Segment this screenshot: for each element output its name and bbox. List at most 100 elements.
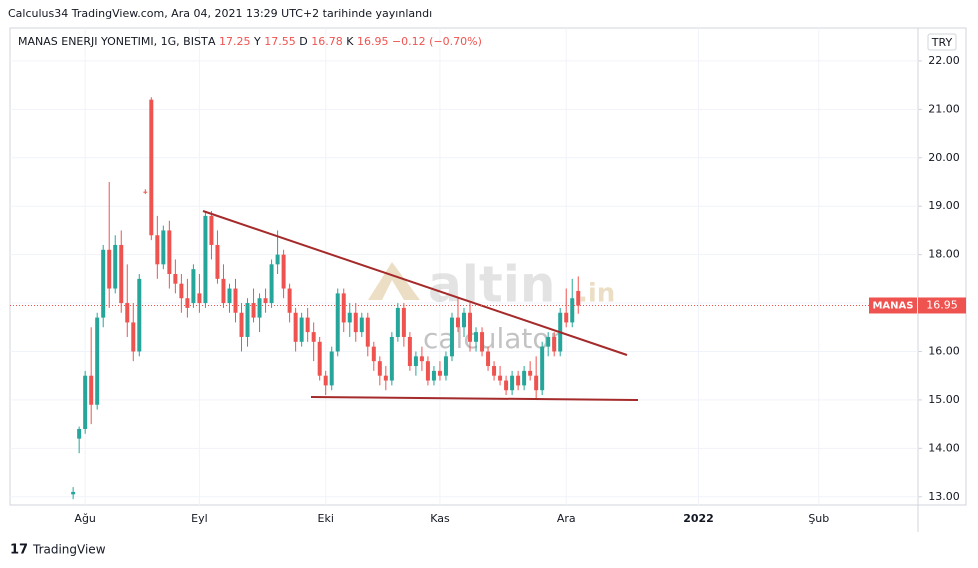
candle-body [161, 230, 166, 265]
candle-body [311, 332, 316, 342]
candle-body [269, 264, 274, 304]
candle-body [251, 303, 256, 318]
candle-body [437, 370, 442, 376]
candle-body [107, 249, 112, 289]
candle-body [389, 336, 394, 381]
footer: 17 TradingView [10, 543, 106, 558]
ohlc-part: A [208, 35, 216, 48]
candle-body [564, 312, 569, 323]
candle-body [113, 244, 118, 289]
currency[interactable]: TRY [931, 36, 953, 49]
candle-body [534, 375, 539, 391]
candle-body [455, 317, 460, 328]
candle-body [305, 317, 310, 333]
candle-body [383, 375, 388, 381]
candle-body [119, 244, 124, 304]
x-tick-label: Ağu [74, 512, 95, 525]
x-tick-label: Şub [808, 512, 829, 525]
candle-body [185, 298, 190, 308]
candle-body [173, 274, 178, 284]
ohlc-part: D [299, 35, 307, 48]
candle-body [498, 375, 503, 381]
candle-body [83, 375, 88, 429]
grid [10, 28, 918, 505]
candle-body [209, 215, 214, 245]
candle-body [443, 356, 448, 376]
x-tick-label: Ara [557, 512, 576, 525]
candle-body [365, 317, 370, 347]
y-tick-label: 15.00 [928, 393, 960, 406]
candles [71, 97, 581, 500]
candle-body [516, 375, 521, 386]
x-tick-label: 2022 [683, 512, 714, 525]
candle-body [197, 293, 202, 304]
candle-body [233, 288, 238, 313]
candle-body [77, 428, 82, 439]
candle-body [221, 278, 226, 304]
candle-body [546, 336, 551, 347]
candle-body [425, 361, 430, 381]
candle-body [143, 191, 148, 193]
x-tick-label: Eyl [191, 512, 208, 525]
candle-body [347, 312, 352, 323]
candle-body [155, 235, 160, 265]
y-tick-label: 19.00 [928, 199, 960, 212]
symbol-tag-label: MANAS [872, 300, 913, 311]
ohlc-part: 17.25 [219, 35, 251, 48]
y-tick-label: 20.00 [928, 151, 960, 164]
candle-body [101, 249, 106, 318]
candle-body [227, 288, 232, 304]
ohlc-part: Y [253, 35, 261, 48]
candle-body [215, 244, 220, 279]
ohlc-values: A 17.25 Y 17.55 D 16.78 K 16.95 −0.12 (−… [208, 35, 482, 48]
trend-line [202, 210, 628, 356]
candle-body [570, 298, 575, 323]
candle-body [257, 298, 262, 318]
candle-body [510, 375, 515, 391]
candle-body [492, 366, 497, 376]
candle-body [504, 380, 509, 391]
x-tick-label: Kas [430, 512, 450, 525]
candle-body [239, 312, 244, 337]
candle-body [167, 230, 172, 275]
candle-body [149, 99, 154, 236]
candle-body [359, 317, 364, 333]
candle-body [462, 312, 466, 328]
published-note: Calculus34 TradingView.com, Ara 04, 2021… [8, 7, 432, 20]
candle-body [245, 303, 250, 337]
candle-body [449, 317, 454, 357]
candle-body [468, 312, 473, 342]
candle-body [281, 254, 286, 289]
candle-body [329, 351, 334, 386]
candle-body [486, 351, 491, 367]
candle-body [323, 375, 328, 386]
currency-box[interactable] [927, 33, 957, 51]
candle-body [293, 312, 298, 342]
candle-body [401, 307, 406, 337]
candle-body [191, 269, 196, 304]
watermark: altin .in calculator [368, 256, 615, 355]
candle-body [419, 356, 424, 362]
candle-body [95, 317, 100, 405]
y-tick-label: 18.00 [928, 248, 960, 261]
candle-body [263, 298, 268, 304]
watermark-logo [368, 262, 420, 300]
candle-body [335, 293, 340, 352]
candle-body [317, 341, 322, 376]
candle-body [137, 278, 142, 352]
candle-body [371, 346, 376, 362]
candle-body [528, 370, 533, 376]
y-tick-label: 13.00 [928, 490, 960, 503]
candle-body [407, 336, 412, 367]
candle-body [413, 356, 418, 367]
symbol-tag [869, 297, 917, 314]
y-tick-label: 14.00 [928, 441, 960, 454]
price-tag [918, 297, 966, 314]
trend-line [310, 396, 639, 401]
ohlc-part: −0.12 (−0.70%) [392, 35, 482, 48]
price-tag-label: 16.95 [926, 298, 958, 311]
x-tick-label: Eki [318, 512, 334, 525]
watermark-text: .in [578, 279, 615, 309]
watermark-text: altin [428, 256, 556, 314]
y-tick-label: 16.00 [928, 344, 960, 357]
